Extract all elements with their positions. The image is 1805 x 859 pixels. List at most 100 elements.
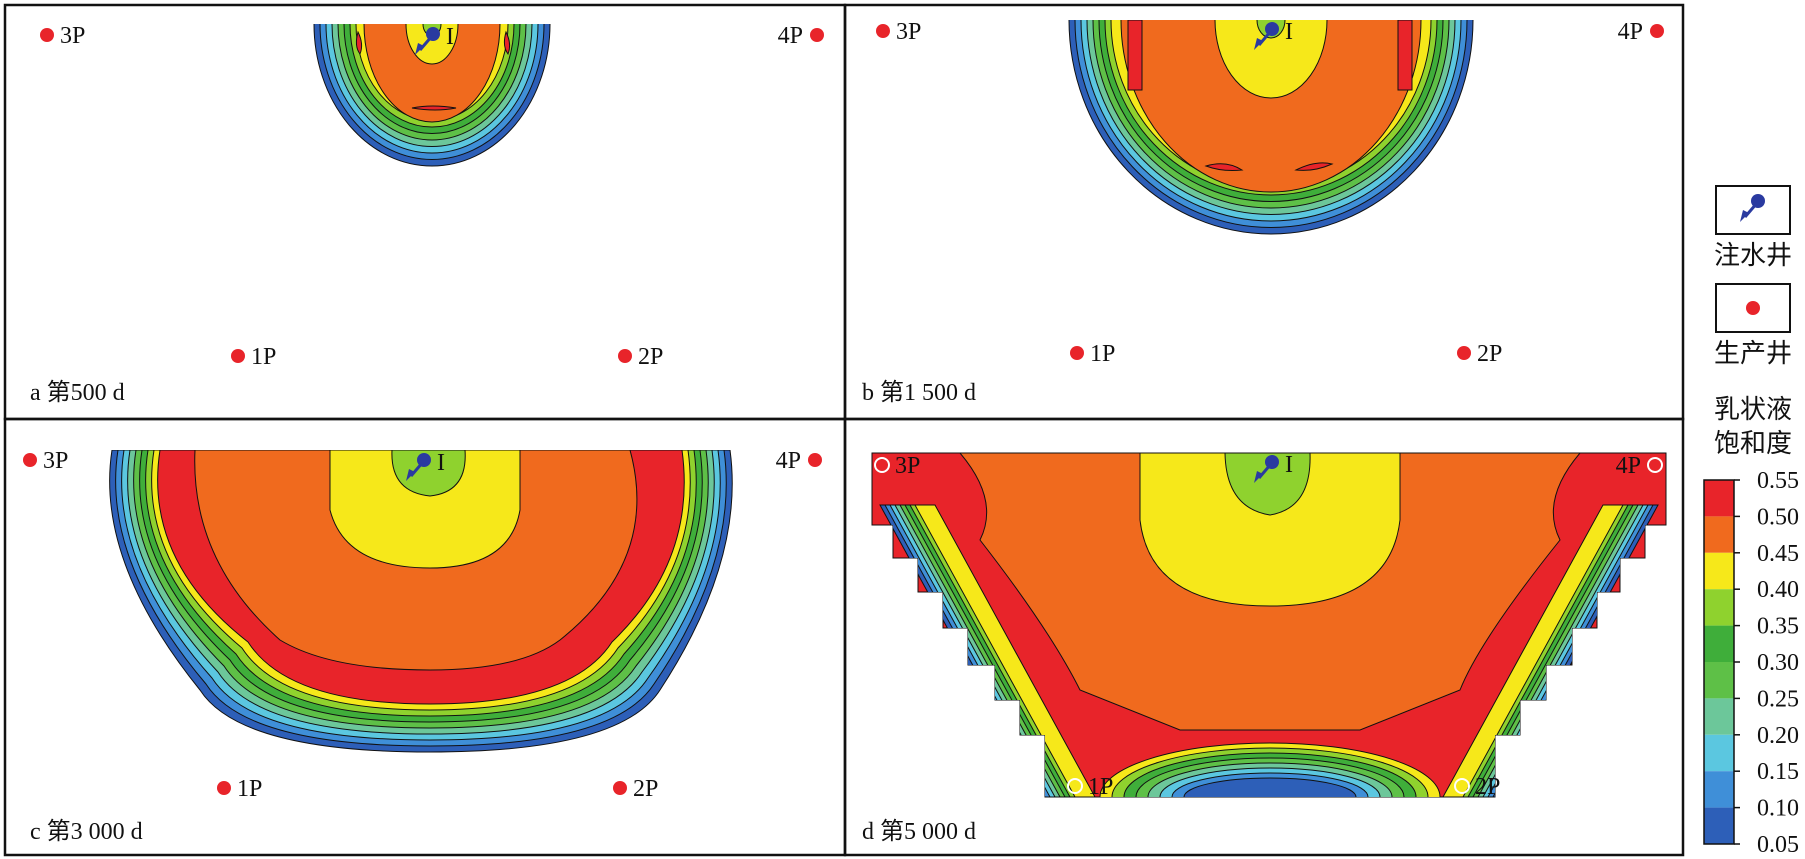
production-well-label: 3P (896, 19, 921, 45)
production-well-1P: 1P (231, 344, 276, 370)
saturation-band (1442, 504, 1624, 797)
production-well-3P: 3P (874, 453, 920, 479)
colorbar-swatch (1704, 589, 1734, 626)
production-well-2P: 2P (1457, 341, 1502, 367)
panel-frame (843, 417, 1685, 857)
colorbar-swatch (1704, 662, 1734, 699)
colorbar-tick-label: 0.10 (1757, 796, 1799, 822)
saturation-band (1224, 453, 1311, 516)
colorbar-tick-label: 0.55 (1757, 468, 1799, 494)
production-well-marker (613, 781, 627, 795)
panel-caption: c 第3 000 d (30, 818, 143, 845)
production-well-2P: 2P (1454, 774, 1500, 800)
saturation-plume (879, 453, 1659, 797)
saturation-plume (109, 450, 733, 753)
saturation-plume (1068, 20, 1474, 235)
production-well-label: 1P (251, 344, 276, 370)
production-well-label: 4P (1618, 19, 1643, 45)
saturation-band (1204, 163, 1244, 171)
production-well-marker (217, 781, 231, 795)
panel-a: I 3P 4P 1P 2P a 第500 d (30, 23, 824, 406)
colorbar-swatch (1704, 552, 1734, 590)
colorbar-tick-label: 0.40 (1757, 577, 1799, 603)
injection-well-icon: I (415, 24, 454, 55)
panel-b: I 3P 4P 1P 2P b 第1 500 d (862, 19, 1664, 406)
production-well-marker (231, 349, 245, 363)
production-well-label: 2P (638, 344, 663, 370)
production-well-label: 3P (895, 453, 920, 479)
saturation-band (1139, 453, 1401, 607)
injection-well-icon: I (406, 450, 445, 481)
production-well-marker (618, 349, 632, 363)
legend-producer-label: 生产井 (1714, 339, 1792, 368)
production-well-label: 4P (1616, 453, 1641, 479)
production-well-icon (1746, 301, 1760, 315)
colorbar-tick-label: 0.30 (1757, 650, 1799, 676)
production-well-marker (1650, 24, 1664, 38)
production-well-label: 1P (1090, 341, 1115, 367)
production-well-marker (810, 28, 824, 42)
production-well-4P: 4P (1618, 19, 1664, 45)
colorbar-tick-label: 0.20 (1757, 723, 1799, 749)
production-well-label: 4P (778, 23, 803, 49)
production-well-4P: 4P (776, 448, 822, 474)
injection-well-label: I (437, 450, 445, 476)
saturation-band (914, 504, 1096, 797)
saturation-band (1294, 162, 1334, 171)
saturation-band (411, 105, 457, 111)
injection-well-label: I (446, 24, 454, 50)
saturation-band (405, 24, 459, 65)
production-well-2P: 2P (618, 344, 663, 370)
production-well-label: 3P (43, 448, 68, 474)
production-well-marker (1647, 457, 1663, 473)
production-well-marker (1067, 778, 1083, 794)
production-well-label: 2P (633, 776, 658, 802)
legend-injector-label: 注水井 (1714, 241, 1792, 270)
production-well-marker (1454, 778, 1470, 794)
production-well-4P: 4P (1616, 453, 1663, 479)
colorbar-swatch (1704, 516, 1734, 553)
production-well-label: 1P (1088, 774, 1113, 800)
production-well-1P: 1P (217, 776, 262, 802)
panel-c: I 3P 4P 1P 2P c 第3 000 d (23, 448, 822, 845)
injection-well-label: I (1285, 19, 1293, 45)
production-well-marker (1070, 346, 1084, 360)
colorbar-swatch (1704, 625, 1734, 662)
colorbar-tick-label: 0.35 (1757, 614, 1799, 640)
saturation-band (1183, 777, 1357, 797)
production-well-marker (1457, 346, 1471, 360)
production-well-marker (874, 457, 890, 473)
injection-well-icon (1740, 194, 1765, 222)
production-well-marker (23, 453, 37, 467)
panel-caption: a 第500 d (30, 379, 125, 406)
saturation-plume (313, 24, 551, 167)
colorbar-swatch (1704, 807, 1734, 844)
colorbar-tick-label: 0.45 (1757, 541, 1799, 567)
production-well-3P: 3P (876, 19, 921, 45)
colorbar-swatch (1704, 698, 1734, 735)
colorbar-title: 乳状液 (1714, 395, 1792, 424)
panel-caption: d 第5 000 d (862, 818, 976, 845)
legend-injector-box (1715, 185, 1791, 235)
injection-well-label: I (1285, 452, 1293, 478)
saturation-band (1120, 20, 1422, 193)
injection-well-icon: I (1254, 452, 1293, 483)
saturation-band (329, 450, 521, 569)
production-well-3P: 3P (23, 448, 68, 474)
saturation-band (363, 24, 501, 123)
colorbar-tick-label: 0.50 (1757, 504, 1799, 530)
colorbar-tick-label: 0.15 (1757, 759, 1799, 785)
production-well-4P: 4P (778, 23, 824, 49)
colorbar-swatch (1704, 771, 1734, 808)
panel-caption: b 第1 500 d (862, 379, 976, 406)
production-well-3P: 3P (40, 23, 85, 49)
production-well-label: 4P (776, 448, 801, 474)
saturation-band (355, 30, 363, 56)
saturation-band (1214, 20, 1328, 99)
production-well-marker (876, 24, 890, 38)
colorbar-tick-label: 0.05 (1757, 832, 1799, 858)
production-well-1P: 1P (1070, 341, 1115, 367)
saturation-band (391, 450, 466, 497)
